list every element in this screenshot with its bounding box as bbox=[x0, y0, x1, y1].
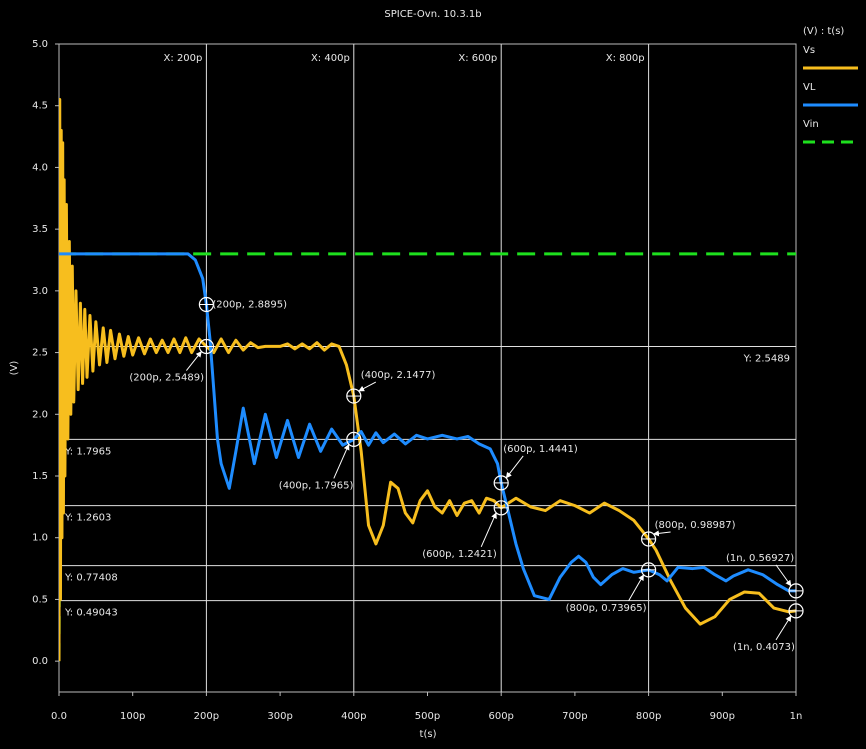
y-tick-label: 4.0 bbox=[32, 162, 48, 173]
annotation-arrow bbox=[186, 351, 202, 371]
y-cursor-label: Y: 0.49043 bbox=[64, 608, 118, 619]
annotation-label: (1n, 0.56927) bbox=[726, 553, 794, 564]
y-cursor-label: Y: 0.77408 bbox=[64, 573, 118, 584]
x-cursor-label: X: 400p bbox=[311, 53, 350, 64]
x-tick-label: 300p bbox=[267, 711, 292, 722]
x-tick-label: 1n bbox=[790, 711, 803, 722]
y-tick-label: 3.0 bbox=[32, 286, 48, 297]
annotation-arrow bbox=[333, 443, 350, 479]
y-tick-label: 0.0 bbox=[32, 656, 48, 667]
legend-label: VL bbox=[803, 82, 816, 93]
legend-label: Vs bbox=[803, 45, 815, 56]
x-tick-label: 100p bbox=[120, 711, 145, 722]
x-tick-label: 200p bbox=[194, 711, 219, 722]
annotation-label: (800p, 0.73965) bbox=[566, 603, 647, 614]
x-axis-label: t(s) bbox=[420, 729, 437, 740]
x-tick-label: 500p bbox=[415, 711, 440, 722]
annotation-label: (1n, 0.4073) bbox=[733, 642, 795, 653]
annotation-label: (200p, 2.8895) bbox=[212, 299, 287, 310]
annotation-label: (400p, 2.1477) bbox=[361, 370, 436, 381]
y-cursor-label: Y: 2.5489 bbox=[743, 354, 790, 365]
y-cursor-label: Y: 1.2603 bbox=[64, 513, 111, 524]
annotation-arrow bbox=[628, 574, 645, 602]
annotation-arrow bbox=[480, 512, 497, 548]
y-tick-label: 5.0 bbox=[32, 39, 48, 50]
annotation-arrow bbox=[775, 564, 792, 587]
series-line bbox=[59, 98, 796, 662]
series-group bbox=[59, 98, 796, 662]
x-tick-label: 600p bbox=[488, 711, 513, 722]
y-tick-label: 2.5 bbox=[32, 348, 48, 359]
y-axis-label: (V) bbox=[9, 361, 20, 376]
x-tick-label: 800p bbox=[636, 711, 661, 722]
x-tick-label: 900p bbox=[710, 711, 735, 722]
x-cursor-label: X: 200p bbox=[164, 53, 203, 64]
x-cursor-label: X: 800p bbox=[606, 53, 645, 64]
y-tick-label: 1.0 bbox=[32, 533, 48, 544]
x-tick-label: 700p bbox=[562, 711, 587, 722]
x-tick-label: 0.0 bbox=[51, 711, 67, 722]
y-tick-label: 4.5 bbox=[32, 101, 48, 112]
annotation-label: (800p, 0.98987) bbox=[655, 520, 736, 531]
y-tick-label: 0.5 bbox=[32, 594, 48, 605]
annotation-arrow bbox=[358, 381, 377, 392]
annotation-arrow bbox=[775, 615, 792, 641]
series-line bbox=[59, 252, 796, 601]
x-tick-label: 400p bbox=[341, 711, 366, 722]
annotation-label: (600p, 1.4441) bbox=[503, 444, 578, 455]
y-tick-label: 2.0 bbox=[32, 409, 48, 420]
y-tick-label: 3.5 bbox=[32, 224, 48, 235]
annotation-label: (400p, 1.7965) bbox=[279, 480, 354, 491]
annotation-arrow bbox=[505, 455, 524, 479]
chart-title: SPICE-Ovn. 10.3.1b bbox=[384, 9, 481, 20]
legend-title: (V) : t(s) bbox=[803, 26, 844, 37]
y-cursor-label: Y: 1.7965 bbox=[64, 446, 111, 457]
annotation-label: (200p, 2.5489) bbox=[129, 373, 204, 384]
annotation-arrow bbox=[653, 530, 671, 537]
legend-label: Vin bbox=[803, 119, 819, 130]
y-tick-label: 1.5 bbox=[32, 471, 48, 482]
x-cursor-label: X: 600p bbox=[458, 53, 497, 64]
annotation-label: (600p, 1.2421) bbox=[422, 549, 497, 560]
